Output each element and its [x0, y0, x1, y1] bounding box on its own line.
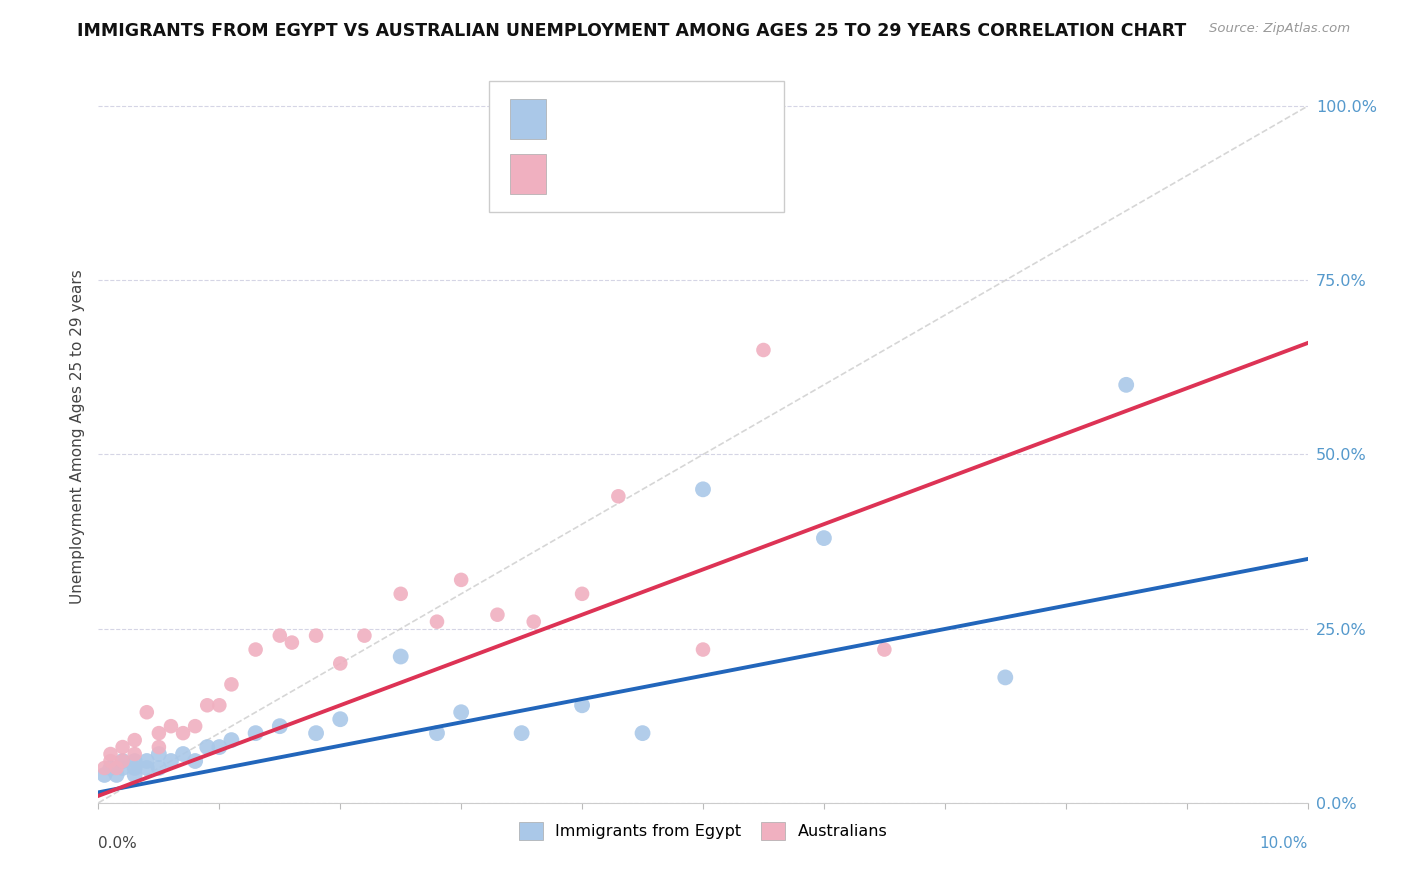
Point: [486, 607, 509, 622]
Point: [329, 712, 352, 726]
Point: [148, 740, 170, 755]
Point: [111, 754, 134, 768]
Point: [208, 698, 231, 713]
Point: [100, 747, 122, 761]
Legend: Immigrants from Egypt, Australians: Immigrants from Egypt, Australians: [512, 816, 894, 846]
Point: [692, 642, 714, 657]
Point: [148, 726, 170, 740]
Text: N =: N =: [659, 112, 703, 127]
Point: [329, 657, 352, 671]
Point: [124, 754, 146, 768]
Point: [571, 698, 593, 713]
Point: [135, 754, 157, 768]
Text: Source: ZipAtlas.com: Source: ZipAtlas.com: [1209, 22, 1350, 36]
Point: [752, 343, 775, 357]
Point: [105, 768, 128, 782]
Point: [994, 670, 1017, 684]
Point: [111, 754, 134, 768]
Text: R =: R =: [561, 166, 593, 181]
Point: [111, 761, 134, 775]
Point: [93, 761, 115, 775]
Point: [160, 719, 183, 733]
FancyBboxPatch shape: [489, 81, 785, 211]
Point: [208, 740, 231, 755]
Point: [426, 726, 449, 740]
FancyBboxPatch shape: [509, 153, 546, 194]
Point: [269, 719, 291, 733]
FancyBboxPatch shape: [509, 99, 546, 139]
Text: 10.0%: 10.0%: [1260, 836, 1308, 851]
Point: [172, 726, 194, 740]
Point: [124, 761, 146, 775]
Y-axis label: Unemployment Among Ages 25 to 29 years: Unemployment Among Ages 25 to 29 years: [69, 269, 84, 605]
Point: [245, 642, 267, 657]
Point: [389, 649, 412, 664]
Point: [184, 719, 207, 733]
Text: IMMIGRANTS FROM EGYPT VS AUSTRALIAN UNEMPLOYMENT AMONG AGES 25 TO 29 YEARS CORRE: IMMIGRANTS FROM EGYPT VS AUSTRALIAN UNEM…: [77, 22, 1187, 40]
Point: [692, 483, 714, 497]
Point: [184, 754, 207, 768]
Point: [269, 629, 291, 643]
Point: [450, 705, 472, 719]
Point: [195, 698, 218, 713]
Point: [426, 615, 449, 629]
Point: [281, 635, 304, 649]
Point: [135, 761, 157, 775]
Text: 33: 33: [706, 166, 727, 181]
Text: 0.699: 0.699: [606, 166, 655, 181]
Text: R =: R =: [561, 112, 593, 127]
Point: [93, 768, 115, 782]
Point: [305, 629, 328, 643]
Point: [221, 677, 243, 691]
Point: [450, 573, 472, 587]
Point: [607, 489, 630, 503]
Point: [160, 754, 183, 768]
Point: [631, 726, 654, 740]
Point: [124, 768, 146, 782]
Point: [221, 733, 243, 747]
Text: 32: 32: [706, 112, 727, 127]
Point: [172, 747, 194, 761]
Point: [1115, 377, 1137, 392]
Point: [100, 761, 122, 775]
Point: [873, 642, 896, 657]
Point: [389, 587, 412, 601]
Point: [813, 531, 835, 545]
Point: [353, 629, 375, 643]
Point: [124, 747, 146, 761]
Text: N =: N =: [659, 166, 703, 181]
Point: [100, 754, 122, 768]
Point: [135, 705, 157, 719]
Point: [523, 615, 546, 629]
Text: 0.547: 0.547: [606, 112, 654, 127]
Point: [510, 726, 533, 740]
Point: [148, 747, 170, 761]
Point: [124, 733, 146, 747]
Point: [195, 740, 218, 755]
Point: [148, 761, 170, 775]
Point: [111, 740, 134, 755]
Point: [571, 587, 593, 601]
Point: [105, 761, 128, 775]
Point: [245, 726, 267, 740]
Text: 0.0%: 0.0%: [98, 836, 138, 851]
Point: [305, 726, 328, 740]
